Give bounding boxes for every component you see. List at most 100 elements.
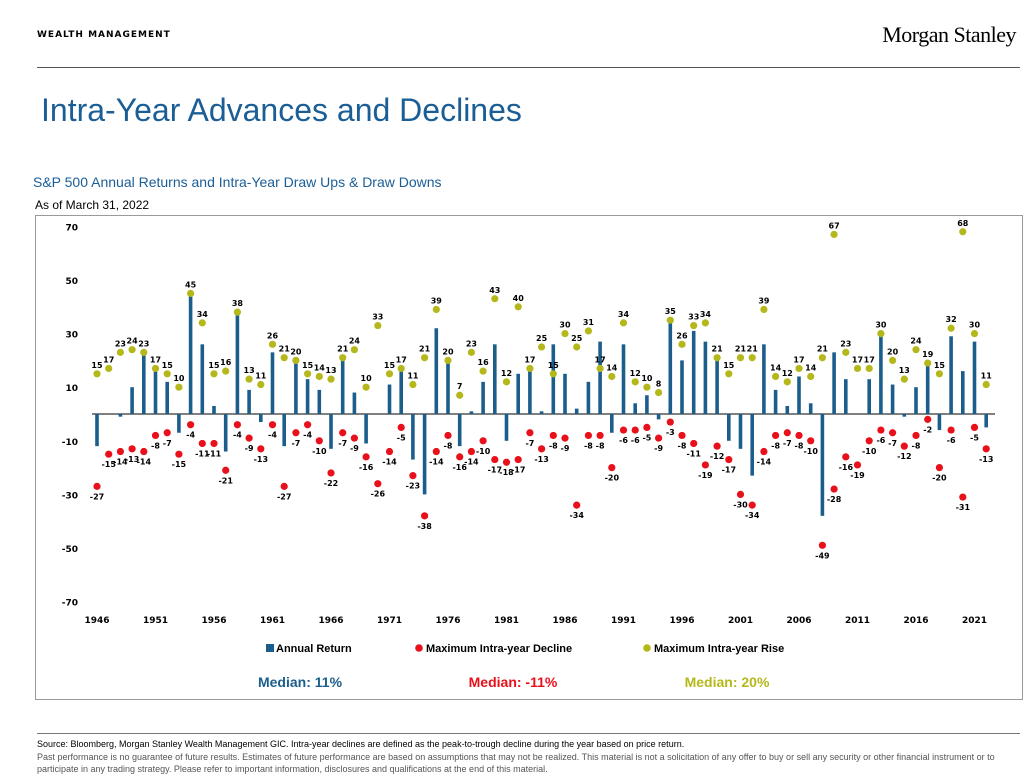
annual-return-bar (95, 414, 99, 447)
decline-point (748, 501, 756, 509)
rise-point (210, 370, 218, 378)
decline-label: -14 (113, 458, 128, 467)
rise-label: 21 (712, 345, 724, 354)
annual-return-bar (844, 379, 848, 414)
median-label: Median: -11% (469, 674, 558, 690)
annual-return-bar (832, 352, 836, 414)
rise-point (549, 370, 557, 378)
decline-label: -34 (745, 511, 760, 520)
annual-return-bar (259, 414, 263, 423)
x-tick-label: 2011 (845, 616, 870, 626)
rise-point (538, 343, 546, 351)
rise-point (818, 354, 827, 362)
rise-point (596, 364, 604, 373)
annual-return-bar (188, 293, 193, 414)
rise-label: 45 (185, 280, 197, 289)
decline-label: -4 (268, 431, 277, 440)
decline-label: -27 (90, 492, 104, 501)
decline-label: -4 (303, 431, 312, 440)
rise-point (350, 346, 358, 354)
rise-label: 35 (665, 307, 677, 316)
rise-point (830, 230, 838, 239)
rise-label: 11 (981, 372, 993, 381)
decline-label: -6 (619, 436, 628, 445)
x-tick-label: 1971 (377, 616, 402, 626)
annual-return-bar (130, 387, 134, 414)
decline-label: -16 (839, 463, 854, 472)
decline-point (514, 455, 522, 464)
x-tick-label: 1986 (552, 616, 577, 626)
rise-point (444, 356, 452, 364)
decline-label: -49 (815, 551, 830, 560)
x-tick-label: 1946 (84, 616, 109, 626)
rise-label: 10 (641, 374, 653, 383)
rise-point (374, 321, 382, 330)
rise-label: 7 (457, 382, 463, 391)
decline-label: -14 (429, 458, 444, 467)
decline-label: -2 (923, 425, 932, 434)
rise-label: 17 (864, 355, 875, 364)
rise-point (222, 367, 230, 375)
rise-label: 14 (606, 363, 618, 372)
decline-label: -31 (956, 503, 971, 512)
decline-label: -16 (452, 463, 467, 472)
rise-point (233, 308, 241, 316)
rise-label: 17 (852, 355, 863, 364)
decline-point (140, 447, 148, 456)
rise-point (561, 330, 569, 338)
annual-return-bar (493, 344, 497, 414)
decline-point (116, 447, 124, 456)
rise-point (912, 346, 920, 354)
annual-return-bar (645, 395, 649, 414)
decline-label: -34 (569, 511, 584, 520)
chart-title: S&P 500 Annual Returns and Intra-Year Dr… (33, 174, 442, 190)
decline-point (877, 426, 885, 434)
rise-label: 15 (934, 361, 946, 370)
annual-return-bar (317, 389, 322, 414)
annual-return-bar (610, 414, 614, 433)
header-divider (37, 67, 1020, 68)
median-label: Median: 11% (258, 674, 343, 690)
annual-return-bar (738, 414, 743, 449)
rise-label: 21 (817, 345, 829, 354)
annual-return-bar (528, 368, 532, 414)
decline-point (608, 464, 616, 472)
decline-point (619, 426, 628, 434)
annual-return-bar (797, 376, 801, 414)
rise-label: 32 (946, 315, 957, 324)
annual-return-bar (282, 414, 286, 447)
rise-point (982, 380, 990, 389)
annual-return-bar (867, 379, 871, 414)
decline-label: -11 (195, 449, 210, 458)
rise-label: 21 (337, 345, 349, 354)
decline-label: -27 (277, 492, 291, 501)
rise-label: 23 (466, 339, 477, 348)
rise-label: 12 (630, 369, 641, 378)
legend-label-rise: Maximum Intra-year Rise (654, 643, 784, 655)
decline-label: -30 (733, 500, 748, 509)
rise-label: 17 (793, 355, 804, 364)
rise-point (257, 380, 265, 389)
annual-return-bar (118, 414, 123, 417)
annual-return-bar (715, 360, 719, 414)
rise-label: 10 (361, 374, 373, 383)
decline-label: -15 (172, 460, 187, 469)
decline-label: -13 (979, 455, 993, 464)
rise-label: 14 (770, 363, 782, 372)
rise-point (339, 354, 347, 362)
decline-point (245, 434, 253, 442)
decline-label: -13 (254, 455, 268, 464)
decline-point (350, 434, 358, 442)
rise-point (198, 319, 206, 327)
annual-return-bar (165, 381, 169, 414)
annual-return-bar (340, 360, 345, 414)
rise-label: 14 (314, 363, 326, 372)
chart-subtitle: As of March 31, 2022 (35, 198, 150, 212)
annual-return-bar (399, 371, 403, 414)
rise-label: 8 (656, 380, 662, 389)
rise-label: 12 (782, 369, 793, 378)
y-tick-label: -10 (62, 438, 78, 448)
decline-points: -27-15-14-13-14-8 -7-15-4-11-11-21-4-9-13… (90, 415, 993, 560)
annual-return-bar (305, 379, 310, 414)
annual-return-bar (539, 411, 544, 414)
